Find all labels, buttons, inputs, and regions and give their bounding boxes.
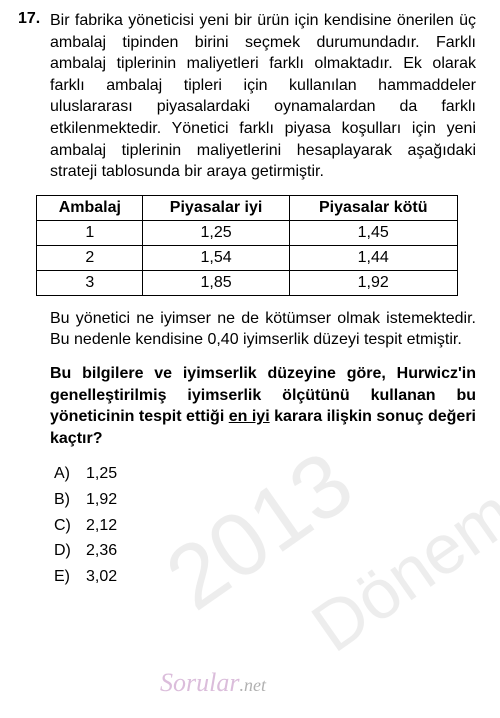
table-cell: 1,45 [289,220,457,245]
answer-options: A) 1,25 B) 1,92 C) 2,12 D) 2,36 E) 3,02 [54,461,476,589]
option-value: 2,12 [86,513,117,539]
context-text: Bu yönetici ne iyimser ne de kötümser ol… [50,308,476,351]
option-b[interactable]: B) 1,92 [54,487,476,513]
option-label: B) [54,487,78,513]
table-cell: 1,92 [289,270,457,295]
table-cell: 1,25 [143,220,289,245]
option-e[interactable]: E) 3,02 [54,564,476,590]
col-header: Ambalaj [37,195,143,220]
option-c[interactable]: C) 2,12 [54,513,476,539]
table-cell: 2 [37,245,143,270]
option-d[interactable]: D) 2,36 [54,538,476,564]
watermark-sorular: Sorular.net [160,668,266,698]
option-value: 1,92 [86,487,117,513]
table-row: 1 1,25 1,45 [37,220,457,245]
option-value: 2,36 [86,538,117,564]
option-label: A) [54,461,78,487]
option-label: E) [54,564,78,590]
question-number: 17. [18,10,44,28]
table-row: 3 1,85 1,92 [37,270,457,295]
table-cell: 1,44 [289,245,457,270]
table-header-row: Ambalaj Piyasalar iyi Piyasalar kötü [37,195,457,220]
table-row: 2 1,54 1,44 [37,245,457,270]
option-a[interactable]: A) 1,25 [54,461,476,487]
table-cell: 1,85 [143,270,289,295]
main-question: Bu bilgilere ve iyimserlik düzeyine göre… [50,363,476,449]
option-label: D) [54,538,78,564]
question-prompt: Bir fabrika yöneticisi yeni bir ürün içi… [50,10,476,183]
table-cell: 1,54 [143,245,289,270]
col-header: Piyasalar iyi [143,195,289,220]
table-cell: 1 [37,220,143,245]
table-cell: 3 [37,270,143,295]
strategy-table: Ambalaj Piyasalar iyi Piyasalar kötü 1 1… [36,195,457,296]
option-value: 1,25 [86,461,117,487]
col-header: Piyasalar kötü [289,195,457,220]
question-block: 17. Bir fabrika yöneticisi yeni bir ürün… [18,10,476,183]
option-label: C) [54,513,78,539]
option-value: 3,02 [86,564,117,590]
